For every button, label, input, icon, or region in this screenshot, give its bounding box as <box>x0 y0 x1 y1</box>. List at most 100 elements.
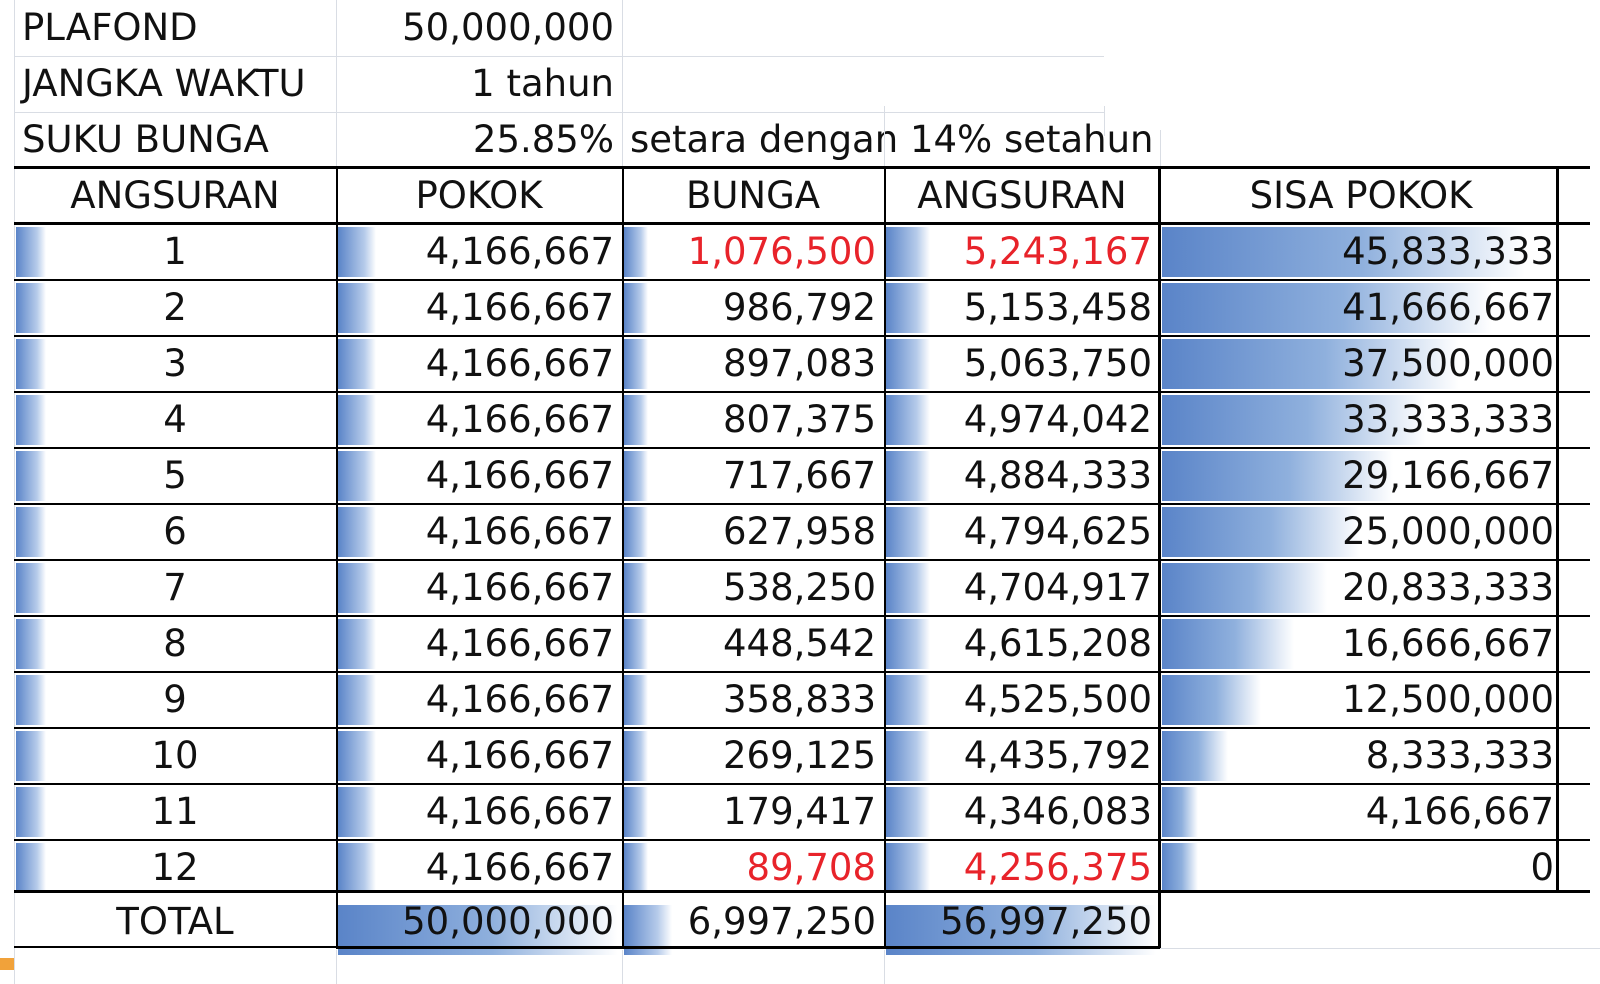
header-pokok[interactable]: POKOK <box>415 174 543 217</box>
cell-sisa[interactable]: 12,500,000 <box>1342 678 1554 721</box>
col-border <box>336 166 338 948</box>
cell-pokok[interactable]: 4,166,667 <box>425 286 614 329</box>
sisa-pokok-bar <box>1162 563 1327 613</box>
param-bunga-note[interactable]: setara dengan 14% setahun <box>630 118 1154 161</box>
cell-pokok[interactable]: 4,166,667 <box>425 566 614 609</box>
param-plafond-value[interactable]: 50,000,000 <box>402 6 614 49</box>
param-jangka-value[interactable]: 1 tahun <box>471 62 614 105</box>
cell-no[interactable]: 9 <box>163 678 187 721</box>
cell-no[interactable]: 11 <box>151 790 199 833</box>
data-bar-angsuran <box>886 283 930 333</box>
sisa-pokok-bar <box>1162 675 1261 725</box>
body-border-bottom <box>14 890 1590 893</box>
param-jangka-label[interactable]: JANGKA WAKTU <box>22 62 306 105</box>
cell-bunga[interactable]: 538,250 <box>722 566 876 609</box>
cell-no[interactable]: 7 <box>163 566 187 609</box>
cell-angsuran[interactable]: 5,153,458 <box>963 286 1152 329</box>
cell-pokok[interactable]: 4,166,667 <box>425 398 614 441</box>
cell-sisa[interactable]: 25,000,000 <box>1342 510 1554 553</box>
data-bar-angsuran <box>886 563 930 613</box>
data-bar-pokok <box>338 451 376 501</box>
total-border-bottom <box>336 946 1160 949</box>
cell-no[interactable]: 12 <box>151 846 199 889</box>
total-angsuran[interactable]: 56,997,250 <box>940 900 1152 943</box>
total-bunga[interactable]: 6,997,250 <box>687 900 876 943</box>
cell-sisa[interactable]: 16,666,667 <box>1342 622 1554 665</box>
cell-angsuran[interactable]: 4,974,042 <box>963 398 1152 441</box>
cell-no[interactable]: 2 <box>163 286 187 329</box>
param-bunga-label[interactable]: SUKU BUNGA <box>22 118 269 161</box>
cell-bunga[interactable]: 448,542 <box>722 622 876 665</box>
cell-bunga[interactable]: 269,125 <box>722 734 876 777</box>
cell-no[interactable]: 3 <box>163 342 187 385</box>
cell-bunga[interactable]: 89,708 <box>746 846 876 889</box>
row-border <box>14 615 1590 617</box>
param-bunga-value[interactable]: 25.85% <box>472 118 614 161</box>
cell-bunga[interactable]: 1,076,500 <box>687 230 876 273</box>
data-bar-no <box>16 283 46 333</box>
cell-angsuran[interactable]: 4,346,083 <box>963 790 1152 833</box>
cell-no[interactable]: 5 <box>163 454 187 497</box>
gridline-h <box>14 112 1104 113</box>
header-angsuran-no[interactable]: ANGSURAN <box>70 174 280 217</box>
cell-bunga[interactable]: 179,417 <box>722 790 876 833</box>
cell-angsuran[interactable]: 4,615,208 <box>963 622 1152 665</box>
cell-angsuran[interactable]: 5,063,750 <box>963 342 1152 385</box>
row-border <box>14 335 1590 337</box>
cell-no[interactable]: 1 <box>163 230 187 273</box>
cell-no[interactable]: 6 <box>163 510 187 553</box>
cell-pokok[interactable]: 4,166,667 <box>425 342 614 385</box>
sisa-pokok-bar <box>1162 395 1426 445</box>
cell-sisa[interactable]: 33,333,333 <box>1342 398 1554 441</box>
cell-sisa[interactable]: 41,666,667 <box>1342 286 1554 329</box>
cell-angsuran[interactable]: 4,884,333 <box>963 454 1152 497</box>
gridline-h <box>14 56 1104 57</box>
param-plafond-label[interactable]: PLAFOND <box>22 6 198 49</box>
cell-pokok[interactable]: 4,166,667 <box>425 454 614 497</box>
cell-sisa[interactable]: 29,166,667 <box>1342 454 1554 497</box>
cell-pokok[interactable]: 4,166,667 <box>425 622 614 665</box>
cell-bunga[interactable]: 717,667 <box>722 454 876 497</box>
cell-sisa[interactable]: 45,833,333 <box>1342 230 1554 273</box>
cell-bunga[interactable]: 986,792 <box>722 286 876 329</box>
header-angsuran[interactable]: ANGSURAN <box>917 174 1127 217</box>
data-bar-angsuran <box>886 787 930 837</box>
cell-bunga[interactable]: 897,083 <box>722 342 876 385</box>
header-border-bottom <box>14 222 1590 225</box>
cell-sisa[interactable]: 20,833,333 <box>1342 566 1554 609</box>
cell-bunga[interactable]: 807,375 <box>722 398 876 441</box>
cell-sisa[interactable]: 4,166,667 <box>1365 790 1554 833</box>
cell-sisa[interactable]: 37,500,000 <box>1342 342 1554 385</box>
data-bar-angsuran <box>886 395 930 445</box>
row-border <box>14 671 1590 673</box>
header-sisa-pokok[interactable]: SISA POKOK <box>1249 174 1473 217</box>
cell-pokok[interactable]: 4,166,667 <box>425 846 614 889</box>
data-bar-angsuran <box>886 731 930 781</box>
data-bar-bunga <box>624 843 648 893</box>
cell-sisa[interactable]: 0 <box>1530 846 1554 889</box>
cell-angsuran[interactable]: 5,243,167 <box>963 230 1152 273</box>
data-bar-pokok <box>338 843 376 893</box>
cell-bunga[interactable]: 627,958 <box>722 510 876 553</box>
cell-pokok[interactable]: 4,166,667 <box>425 790 614 833</box>
cell-no[interactable]: 4 <box>163 398 187 441</box>
cell-angsuran[interactable]: 4,256,375 <box>963 846 1152 889</box>
cell-pokok[interactable]: 4,166,667 <box>425 510 614 553</box>
cell-angsuran[interactable]: 4,704,917 <box>963 566 1152 609</box>
header-bunga[interactable]: BUNGA <box>685 174 821 217</box>
cell-sisa[interactable]: 8,333,333 <box>1365 734 1554 777</box>
cell-bunga[interactable]: 358,833 <box>722 678 876 721</box>
cell-no[interactable]: 8 <box>163 622 187 665</box>
data-bar-bunga <box>624 619 648 669</box>
cell-pokok[interactable]: 4,166,667 <box>425 678 614 721</box>
cell-angsuran[interactable]: 4,525,500 <box>963 678 1152 721</box>
cell-pokok[interactable]: 4,166,667 <box>425 734 614 777</box>
gridline-v <box>14 0 15 984</box>
total-label[interactable]: TOTAL <box>116 900 234 943</box>
row-border <box>14 839 1590 841</box>
cell-angsuran[interactable]: 4,794,625 <box>963 510 1152 553</box>
cell-pokok[interactable]: 4,166,667 <box>425 230 614 273</box>
total-pokok[interactable]: 50,000,000 <box>402 900 614 943</box>
cell-no[interactable]: 10 <box>151 734 199 777</box>
cell-angsuran[interactable]: 4,435,792 <box>963 734 1152 777</box>
